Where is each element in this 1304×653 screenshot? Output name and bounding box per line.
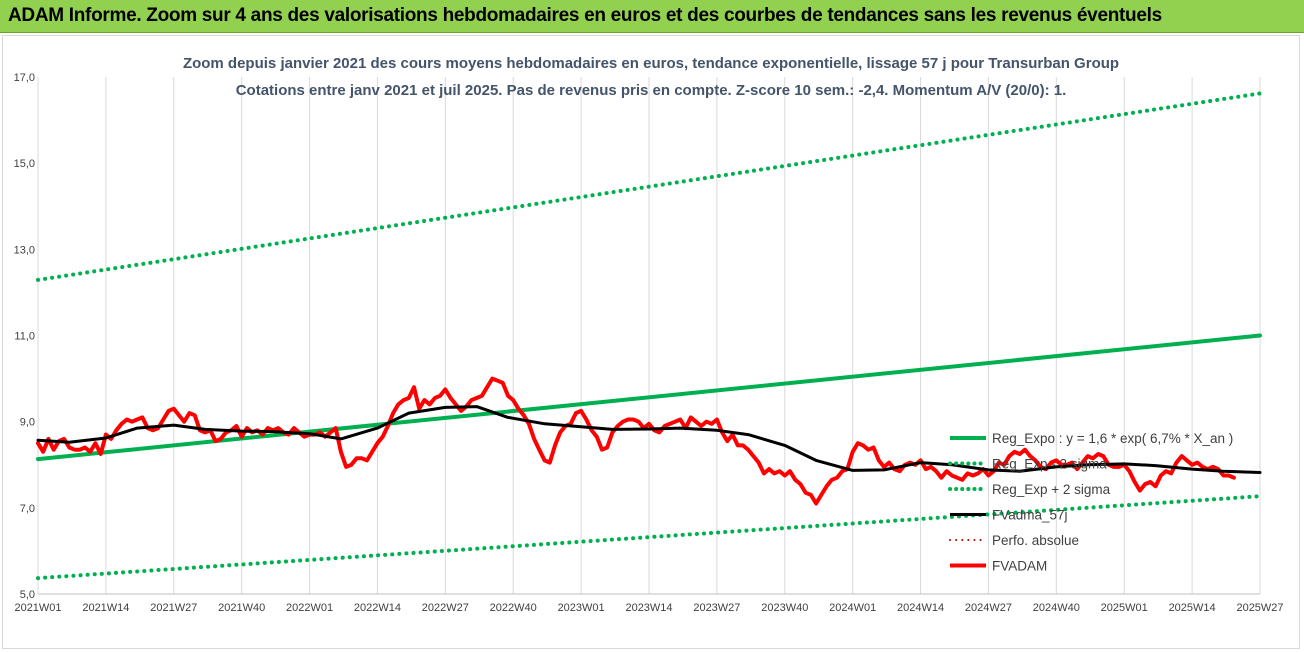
x-tick-label: 2024W40 xyxy=(1033,602,1080,614)
chart-subtitle: Cotations entre janv 2021 et juil 2025. … xyxy=(236,82,1067,99)
x-tick-label: 2022W01 xyxy=(286,602,333,614)
x-tick-label: 2024W14 xyxy=(897,602,944,614)
line-chart: 2021W01 2021W14 2021W27 2021W40 2022W01 2022W… xyxy=(14,55,1284,614)
x-tick-label: 2023W40 xyxy=(761,602,808,614)
x-tick-label: 2023W01 xyxy=(558,602,605,614)
y-tick-label: 17,0 xyxy=(14,72,35,84)
x-tick-label: 2021W01 xyxy=(14,602,61,614)
y-axis: 5,0 7,0 9,0 11,0 13,0 15,0 17,0 xyxy=(14,72,35,601)
y-tick-label: 5,0 xyxy=(20,589,35,601)
x-tick-label: 2021W27 xyxy=(150,602,197,614)
series-line-1 xyxy=(36,494,1262,581)
x-tick-label: 2025W01 xyxy=(1101,602,1148,614)
legend-label: FVadma_57j xyxy=(992,508,1068,523)
legend-label: FVADAM xyxy=(992,559,1047,574)
x-tick-label: 2024W01 xyxy=(829,602,876,614)
x-tick-label: 2022W40 xyxy=(490,602,537,614)
legend: Reg_Expo : y = 1,6 * exp( 6,7% * X_an ) R… xyxy=(948,431,1233,574)
legend-label: Perfo. absolue xyxy=(992,533,1079,548)
chart-frame: 2021W01 2021W14 2021W27 2021W40 2022W01 2022W… xyxy=(2,35,1300,649)
x-tick-label: 2022W27 xyxy=(422,602,469,614)
legend-label: Reg_Exp + 2 sigma xyxy=(992,482,1111,497)
series-line-5 xyxy=(36,376,1236,506)
x-axis: 2021W01 2021W14 2021W27 2021W40 2022W01 2022W… xyxy=(14,593,1284,614)
legend-label: Reg_Exp - 2 sigma xyxy=(992,457,1107,472)
series-line-3 xyxy=(36,405,1262,474)
y-tick-label: 13,0 xyxy=(14,244,35,256)
series-layer xyxy=(36,91,1262,581)
x-tick-label: 2024W27 xyxy=(965,602,1012,614)
y-tick-label: 11,0 xyxy=(14,331,35,343)
x-tick-label: 2025W27 xyxy=(1236,602,1283,614)
grid xyxy=(37,77,1261,594)
report-title: ADAM Informe. Zoom sur 4 ans des valoris… xyxy=(8,5,1162,26)
report-banner: ADAM Informe. Zoom sur 4 ans des valoris… xyxy=(0,0,1304,33)
series-line-2 xyxy=(36,91,1262,282)
y-tick-label: 15,0 xyxy=(14,158,35,170)
y-tick-label: 7,0 xyxy=(20,503,35,515)
x-tick-label: 2021W40 xyxy=(218,602,265,614)
y-tick-label: 9,0 xyxy=(20,417,35,429)
chart-title: Zoom depuis janvier 2021 des cours moyen… xyxy=(183,55,1119,72)
x-tick-label: 2023W27 xyxy=(693,602,740,614)
legend-label: Reg_Expo : y = 1,6 * exp( 6,7% * X_an ) xyxy=(992,431,1233,446)
x-tick-label: 2023W14 xyxy=(625,602,672,614)
x-tick-label: 2021W14 xyxy=(82,602,129,614)
x-tick-label: 2022W14 xyxy=(354,602,401,614)
x-tick-label: 2025W14 xyxy=(1169,602,1216,614)
